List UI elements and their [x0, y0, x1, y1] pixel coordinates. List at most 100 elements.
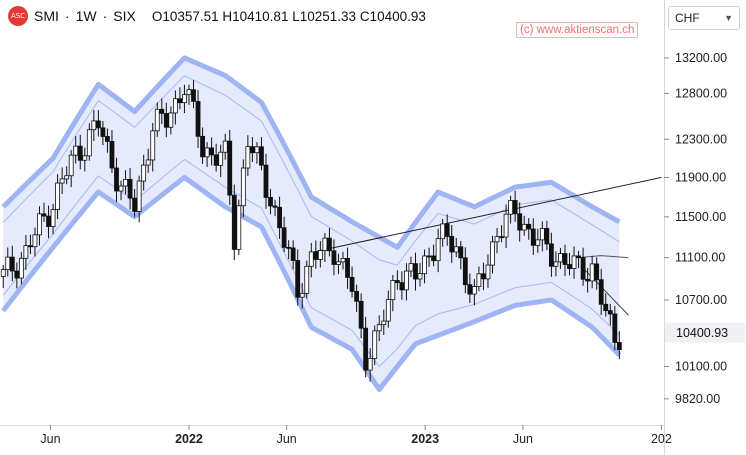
candle-body: [249, 146, 255, 154]
candle-body: [209, 147, 215, 156]
candle: [163, 102, 169, 138]
candle-body: [367, 358, 373, 371]
candle: [376, 315, 382, 342]
candle-body: [544, 228, 550, 245]
candle-body: [607, 310, 613, 315]
candle: [381, 309, 387, 335]
candle-body: [616, 342, 622, 351]
candle: [172, 90, 178, 125]
candle-body: [28, 245, 33, 248]
candle-body: [517, 213, 523, 231]
candle: [218, 144, 224, 177]
candle-body: [23, 245, 29, 259]
candle: [204, 142, 210, 167]
open-value: O10357.51: [151, 8, 219, 24]
separator: ·: [64, 8, 70, 24]
candle: [145, 148, 151, 173]
candle: [286, 240, 292, 260]
chevron-down-icon: ▼: [724, 13, 733, 23]
candle-body: [453, 246, 459, 253]
candle-body: [141, 164, 147, 182]
candle-body: [0, 269, 6, 277]
candle: [32, 227, 38, 257]
candle-body: [385, 299, 391, 322]
candle-body: [32, 234, 38, 248]
candle: [449, 224, 455, 263]
symbol-label: SMI: [34, 8, 59, 24]
candle-body: [481, 273, 486, 280]
candle: [385, 290, 391, 328]
candle: [367, 348, 373, 382]
candle: [213, 143, 219, 172]
candle-body: [259, 146, 264, 166]
candle-body: [603, 303, 609, 312]
candle-body: [458, 246, 464, 259]
candle-body: [535, 239, 541, 246]
candle: [589, 255, 595, 289]
candle: [55, 174, 60, 220]
candle-body: [381, 320, 387, 326]
candle-body: [41, 213, 47, 217]
candle: [37, 206, 42, 246]
ohlc-readout: O10357.51 H10410.81 L10251.33 C10400.93: [152, 9, 426, 24]
candle: [177, 87, 183, 110]
candle: [440, 218, 446, 247]
candle-body: [272, 205, 278, 208]
candle-body: [218, 151, 224, 166]
candle-body: [594, 263, 600, 281]
candle: [399, 271, 405, 300]
x-tick-label: Jun: [40, 432, 60, 446]
candle: [249, 136, 255, 163]
candle: [571, 246, 577, 279]
candle: [159, 98, 165, 125]
candle-body: [422, 255, 427, 275]
candle: [336, 253, 341, 275]
candle-body: [163, 113, 169, 128]
close-value: C10400.93: [359, 8, 426, 24]
candle-body: [64, 175, 70, 180]
candle: [340, 251, 346, 270]
candle-body: [417, 273, 423, 280]
candle: [594, 257, 600, 290]
candle: [5, 247, 11, 277]
candle: [576, 250, 581, 269]
candle-body: [562, 253, 568, 265]
candle-body: [145, 159, 151, 166]
candle-body: [476, 273, 482, 287]
candle: [231, 184, 237, 261]
high-value: H10410.81: [222, 8, 289, 24]
candle: [544, 220, 550, 251]
candle-body: [109, 140, 115, 169]
candle: [105, 128, 110, 153]
candle-body: [213, 154, 219, 166]
separator: ·: [102, 8, 108, 24]
candle-body: [471, 286, 477, 295]
candle-body: [308, 251, 314, 267]
candle: [580, 247, 586, 286]
candle-body: [571, 255, 577, 269]
candle: [553, 251, 559, 277]
candle-body: [485, 264, 491, 280]
candle-body: [18, 257, 24, 279]
candle: [394, 270, 400, 290]
candle-body: [530, 228, 536, 246]
candle-body: [404, 270, 409, 291]
band-inner-lower-line: [2, 158, 620, 368]
candle: [476, 266, 482, 292]
candle-body: [73, 145, 79, 156]
interval-label: 1W: [75, 8, 97, 24]
candle-body: [340, 258, 346, 263]
currency-select[interactable]: CHF ▼: [668, 6, 740, 30]
candle-body: [327, 237, 332, 252]
candle: [59, 167, 65, 194]
candle: [458, 240, 464, 270]
candle: [317, 241, 323, 268]
candle: [413, 252, 418, 291]
candle: [100, 121, 106, 146]
candle: [539, 221, 545, 252]
x-tick-label: 2022: [175, 432, 203, 446]
candle-body: [372, 330, 378, 359]
candle-body: [231, 194, 237, 250]
candle: [467, 273, 473, 303]
